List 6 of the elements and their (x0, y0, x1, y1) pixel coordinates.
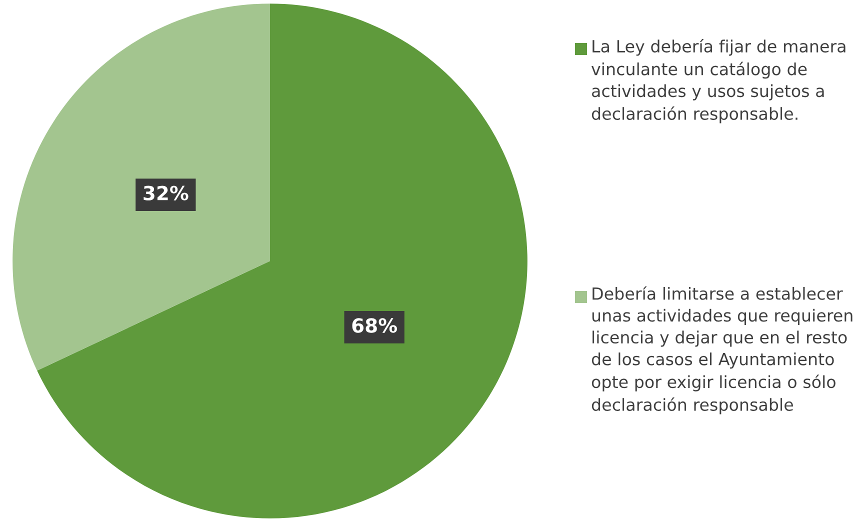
legend-label: La Ley debería fijar de manera vinculante un catálogo de actividades y usos sujetos a declaración responsable. (591, 39, 846, 124)
data-label: 68% (352, 318, 397, 333)
pie-slice (37, 4, 528, 518)
legend-label: Debería limitarse a establecer unas actividades que requieren licencia y dejar que en el resto de los casos el Ayuntamiento opte por exigir licencia o sólo declaración responsable (592, 286, 852, 414)
data-label: 32% (144, 186, 188, 200)
pie-slice (12, 4, 270, 371)
